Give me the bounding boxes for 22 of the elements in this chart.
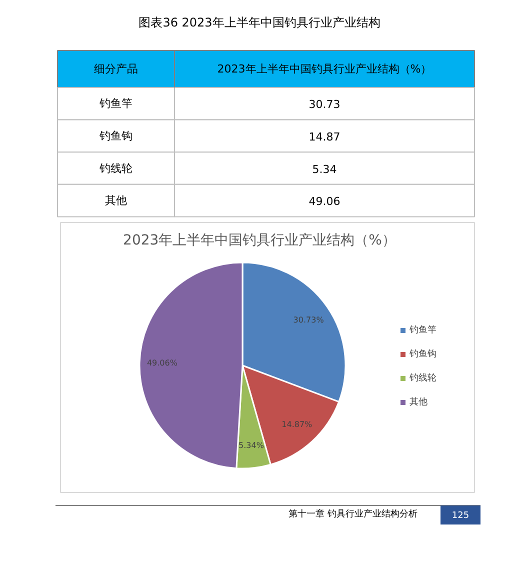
slice-label: 其他 xyxy=(105,194,127,208)
legend-label: 钓鱼钩 xyxy=(408,348,436,360)
text: 2023年上半年中国钓具行业产业结构（%） xyxy=(123,232,396,248)
category-label: 钓线轮 xyxy=(100,162,132,175)
text: 细分产品 xyxy=(94,62,138,76)
chart-title: 图表36 2023年上半年中国钓具行业产业结构 xyxy=(138,16,380,30)
data-label: 49.06% xyxy=(146,358,178,368)
legend-label: 其他 xyxy=(410,396,428,408)
text: 30.73 xyxy=(308,98,340,112)
text: 49.06 xyxy=(308,195,340,208)
data-label: 30.73% xyxy=(293,315,324,324)
text: 14.87 xyxy=(308,130,340,144)
text: 125 xyxy=(452,511,470,521)
category-label: 钓鱼钩 xyxy=(100,129,132,142)
category-label: 钓鱼竿 xyxy=(100,97,132,110)
text: 第十一章 钓具行业产业结构分析 xyxy=(288,508,418,520)
text: 5.34 xyxy=(312,162,337,176)
data-label: 14.87% xyxy=(282,420,313,430)
legend-label: 钓鱼竿 xyxy=(408,324,436,336)
legend-label: 钓线轮 xyxy=(408,372,436,384)
data-label: 5.34% xyxy=(238,440,264,450)
text: 2023年上半年中国钓具行业产业结构（%） xyxy=(217,62,432,76)
